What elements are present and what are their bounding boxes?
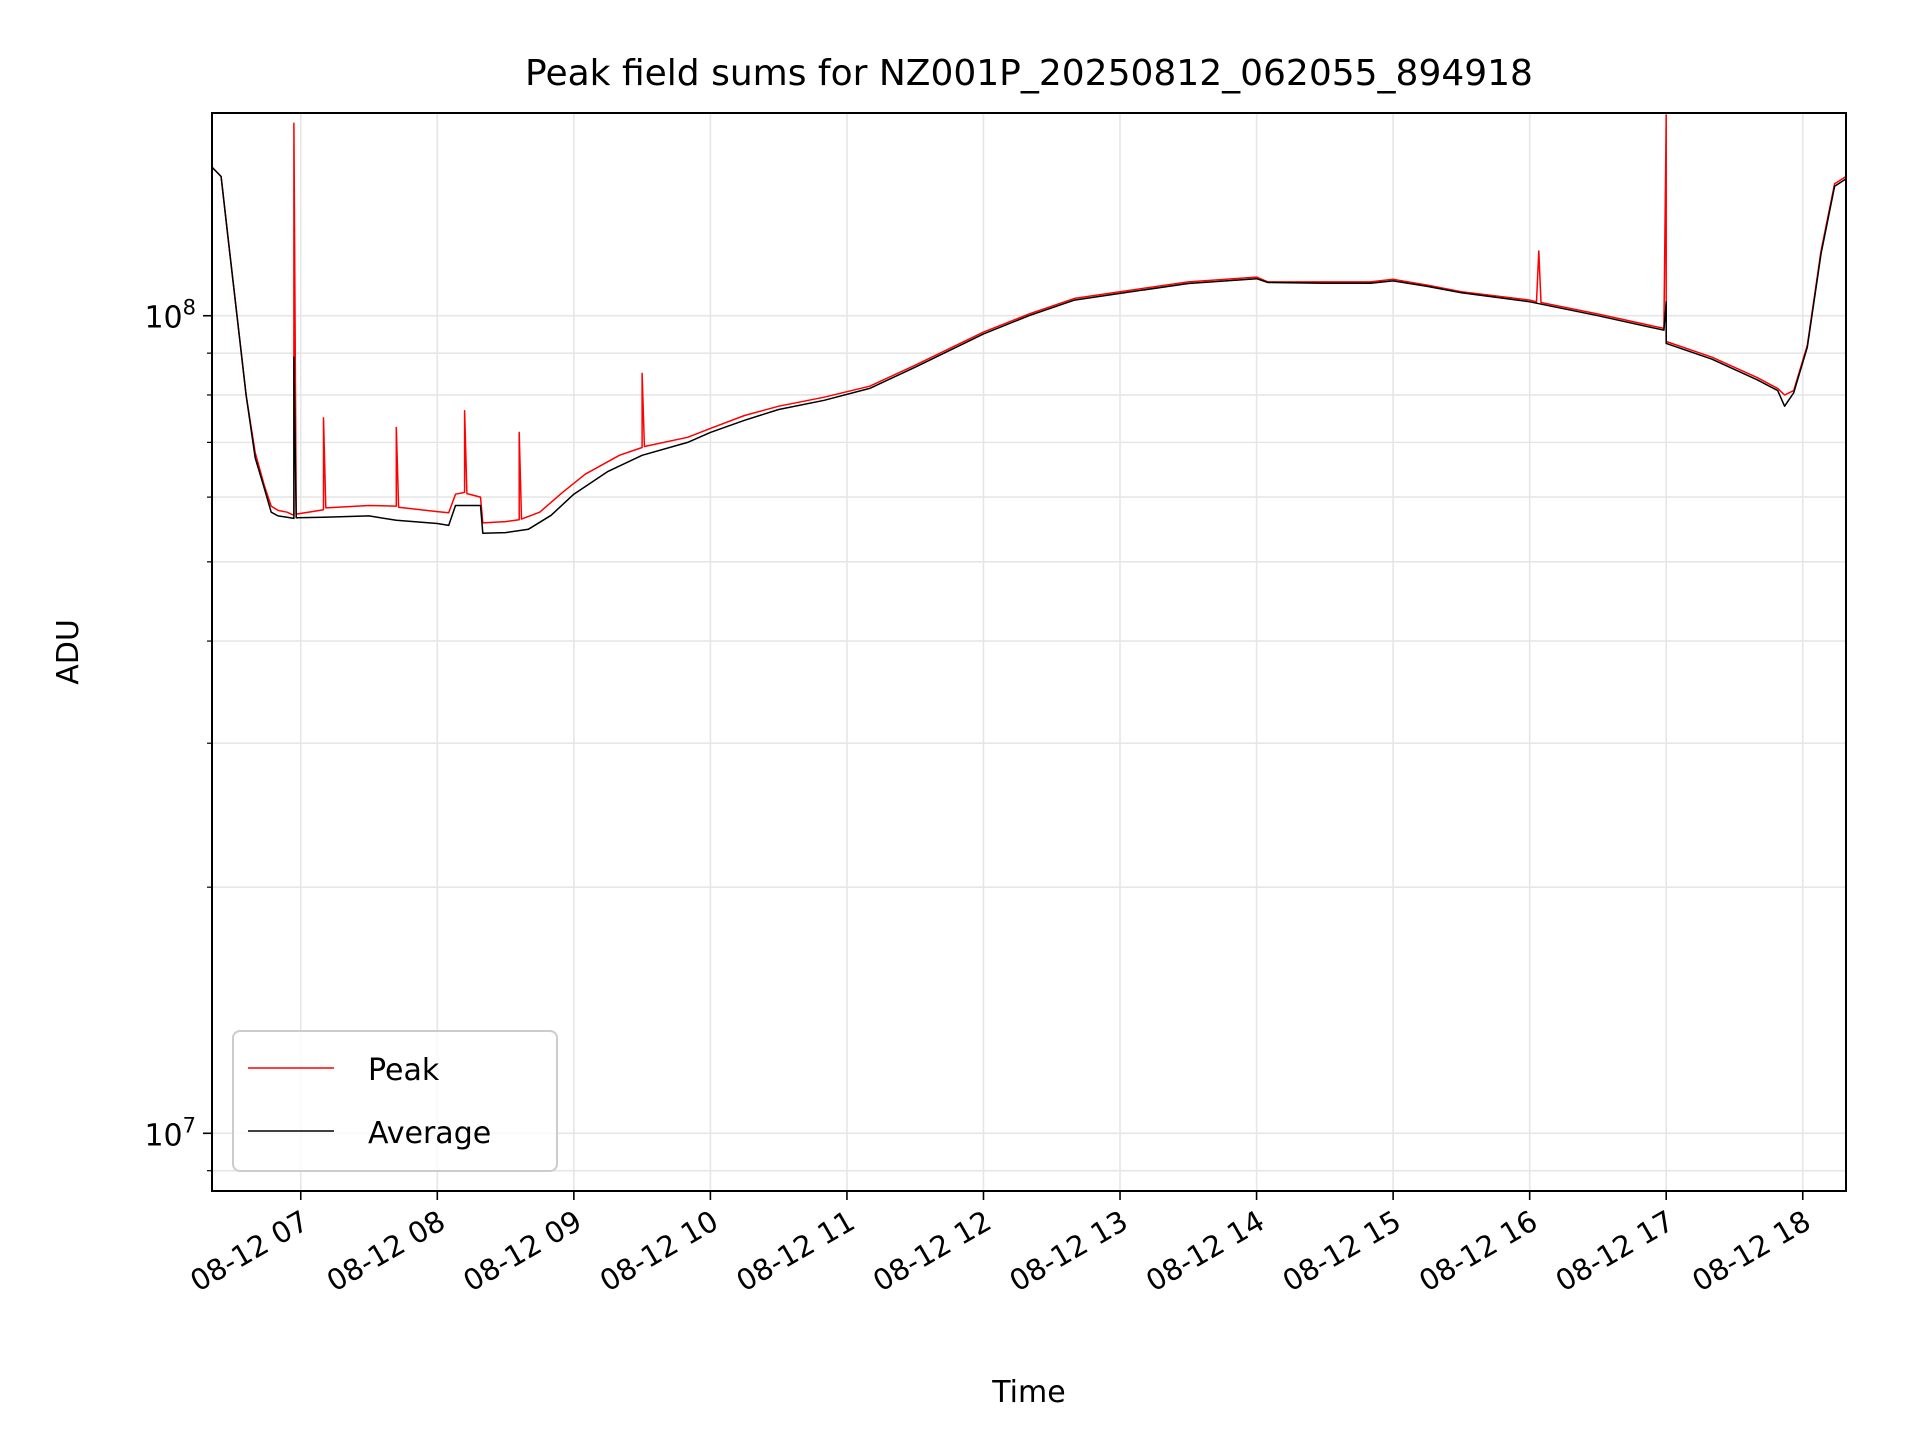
x-axis-label: Time: [991, 1375, 1065, 1410]
y-axis-label: ADU: [51, 619, 86, 685]
legend-label-average: Average: [368, 1116, 491, 1151]
y-tick-label: 108: [144, 296, 196, 336]
legend: Peak Average: [232, 1030, 558, 1172]
y-tick-label: 107: [144, 1113, 196, 1153]
legend-box: [232, 1030, 558, 1172]
plot-frame: [211, 112, 1847, 1192]
grid: [212, 113, 1846, 1191]
series-line-average: [211, 166, 1847, 534]
series-line-peak: [211, 114, 1847, 524]
series-layer: [211, 114, 1847, 534]
chart-title: Peak field sums for NZ001P_20250812_0620…: [525, 53, 1533, 94]
legend-label-peak: Peak: [368, 1053, 440, 1088]
